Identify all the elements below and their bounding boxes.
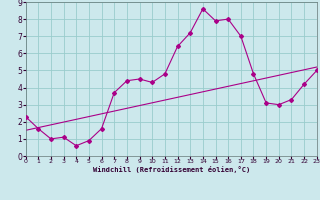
X-axis label: Windchill (Refroidissement éolien,°C): Windchill (Refroidissement éolien,°C) xyxy=(92,166,250,173)
